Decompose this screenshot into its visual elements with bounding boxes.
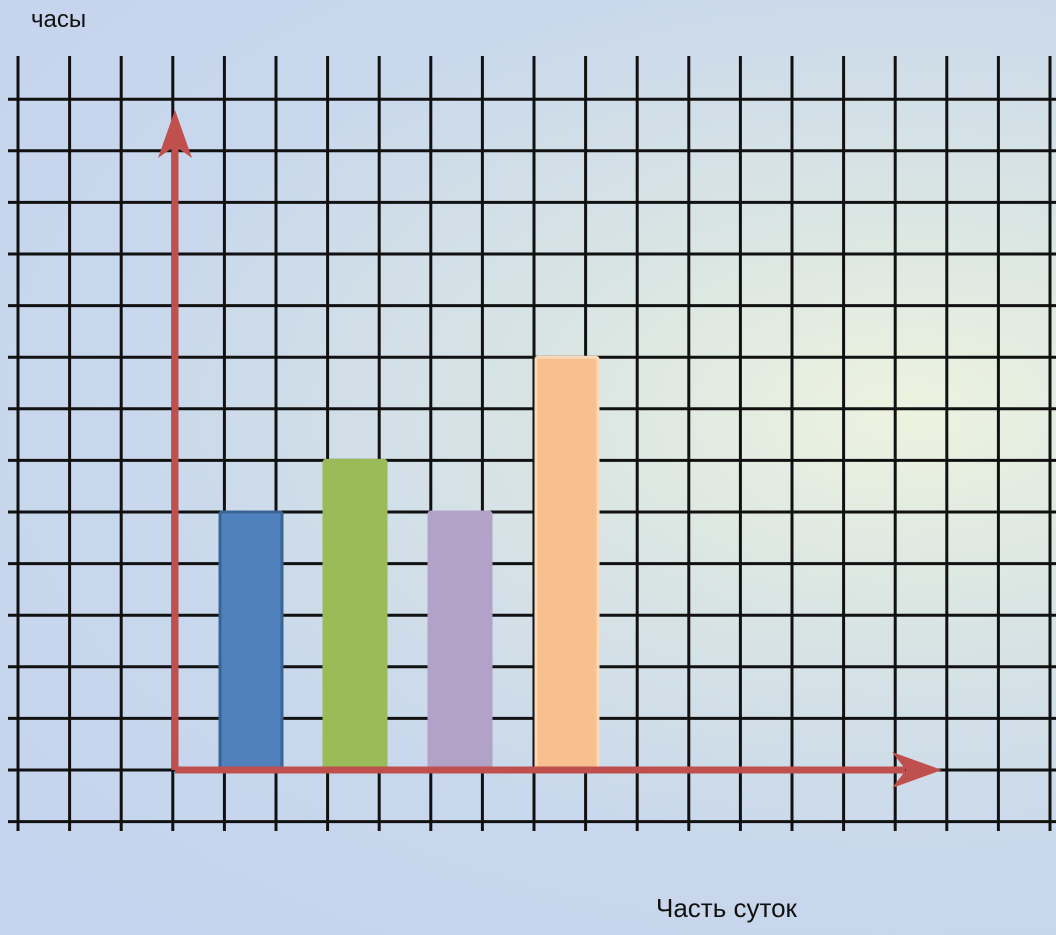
y-axis-arrowhead: [158, 110, 192, 158]
x-axis-arrowhead: [892, 752, 942, 788]
y-axis-label: часы: [31, 6, 87, 33]
x-axis-label: Часть суток: [656, 893, 797, 923]
bar-1: [218, 510, 284, 772]
bar-4: [534, 355, 600, 772]
bar-2: [322, 458, 388, 772]
bar-3: [427, 510, 493, 772]
